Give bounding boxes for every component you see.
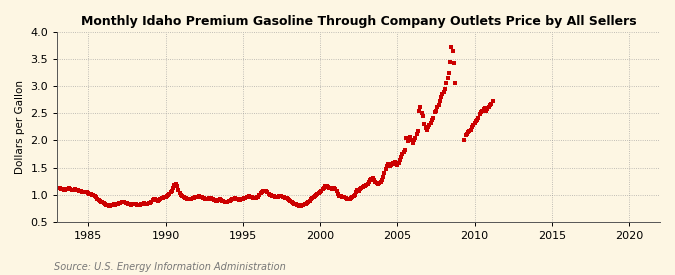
Title: Monthly Idaho Premium Gasoline Through Company Outlets Price by All Sellers: Monthly Idaho Premium Gasoline Through C… bbox=[81, 15, 637, 28]
Text: Source: U.S. Energy Information Administration: Source: U.S. Energy Information Administ… bbox=[54, 262, 286, 272]
Y-axis label: Dollars per Gallon: Dollars per Gallon bbox=[15, 80, 25, 174]
